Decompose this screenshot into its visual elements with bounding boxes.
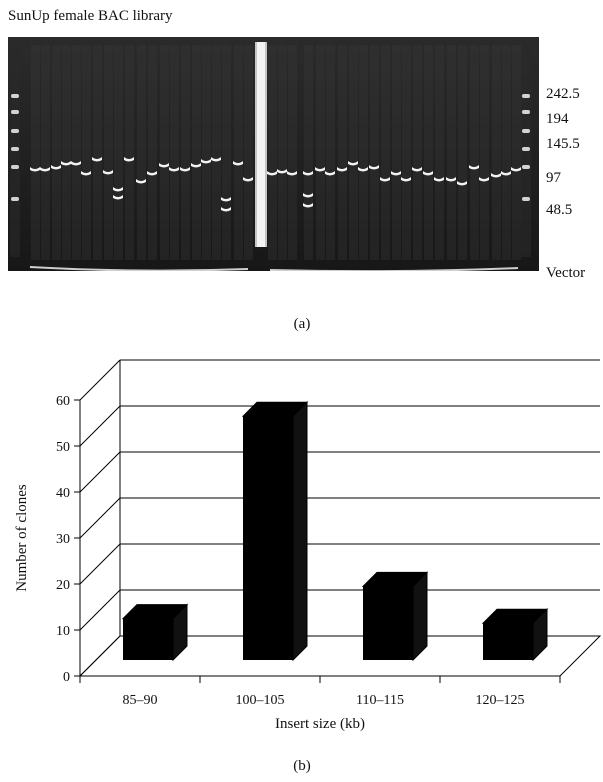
y-axis-title: Number of clones [14, 484, 30, 592]
ladder-band [11, 110, 19, 114]
dna-band [491, 173, 501, 178]
dna-band [423, 171, 433, 176]
bar-4 [481, 607, 549, 662]
dna-band [469, 165, 479, 170]
dna-band [92, 157, 102, 162]
dna-band [191, 163, 201, 168]
x-tick-label: 100–105 [236, 693, 285, 708]
dna-band [221, 207, 231, 212]
vector-band [29, 266, 249, 271]
bar-3 [361, 571, 429, 662]
ladder-band [11, 129, 19, 133]
dna-band [511, 167, 521, 172]
dna-band [61, 161, 71, 166]
y-tick-label: 10 [56, 624, 70, 639]
dna-band [337, 167, 347, 172]
size-label-145-5: 145.5 [546, 136, 580, 152]
y-tick-label: 40 [56, 486, 70, 501]
bar-chart: 0 10 20 30 40 50 60 85–90 100–105 110–115 120–125 I… [0, 358, 603, 758]
dna-band [287, 171, 297, 176]
dna-band [243, 177, 253, 182]
dna-band [315, 167, 325, 172]
y-tick-label: 60 [56, 394, 70, 409]
size-label-vector: Vector [546, 265, 586, 281]
ladder-band [11, 165, 19, 169]
dna-band [221, 197, 231, 202]
size-label-97: 97 [546, 170, 561, 186]
ladder-band [522, 197, 530, 201]
dna-band [369, 165, 379, 170]
size-label-194: 194 [546, 111, 569, 127]
bar-1 [121, 603, 189, 662]
dna-band [103, 170, 113, 175]
gel-title: SunUp female BAC library [8, 8, 173, 24]
ladder-band [522, 165, 530, 169]
dna-band [412, 167, 422, 172]
y-tick-label: 50 [56, 440, 70, 455]
panel-b-caption: (b) [293, 758, 311, 774]
dna-band [71, 161, 81, 166]
ladder-band [522, 110, 530, 114]
dna-band [30, 167, 40, 172]
ladder-band [11, 94, 19, 98]
dna-band [40, 167, 50, 172]
dna-band [401, 177, 411, 182]
dna-band [380, 177, 390, 182]
dna-band [303, 171, 313, 176]
dna-band [124, 157, 134, 162]
x-tick-label: 120–125 [476, 693, 525, 708]
dna-band [479, 177, 489, 182]
dna-band [348, 161, 358, 166]
dna-band [136, 179, 146, 184]
chart-floor [78, 635, 602, 677]
size-label-242-5: 242.5 [546, 86, 580, 102]
y-tick-label: 30 [56, 532, 70, 547]
grid-diagonal [79, 497, 121, 539]
dna-band [81, 171, 91, 176]
dna-band [277, 169, 287, 174]
bar-2 [241, 400, 309, 662]
dna-band [113, 187, 123, 192]
dna-band [358, 167, 368, 172]
dna-band [180, 167, 190, 172]
y-tick-label: 0 [63, 670, 70, 685]
dna-band [211, 157, 221, 162]
ladder-band [522, 147, 530, 151]
dna-band [391, 171, 401, 176]
vector-band [269, 267, 519, 271]
x-tick-label: 110–115 [356, 693, 404, 708]
dna-band [201, 159, 211, 164]
grid-diagonal [79, 589, 121, 631]
dna-band [169, 167, 179, 172]
x-tick-label: 85–90 [123, 693, 158, 708]
dna-band [159, 163, 169, 168]
dna-band [303, 193, 313, 198]
dna-band [51, 165, 61, 170]
gel-image [8, 37, 539, 271]
dna-band [501, 171, 511, 176]
ladder-band [522, 94, 530, 98]
x-axis-title: Insert size (kb) [275, 716, 365, 732]
grid-diagonal [79, 405, 121, 447]
panel-a-caption: (a) [293, 316, 311, 332]
dna-band [113, 195, 123, 200]
dna-band [147, 171, 157, 176]
dna-band [434, 177, 444, 182]
dna-band [446, 177, 456, 182]
ladder-band [11, 147, 19, 151]
ladder-band [11, 197, 19, 201]
dna-band [303, 203, 313, 208]
y-tick-label: 20 [56, 578, 70, 593]
ladder-band [522, 129, 530, 133]
dna-band [457, 181, 467, 186]
grid-diagonal [79, 543, 121, 585]
dna-band [233, 161, 243, 166]
size-label-48-5: 48.5 [546, 202, 573, 218]
dna-band [325, 171, 335, 176]
grid-diagonal [79, 359, 121, 401]
dna-band [267, 171, 277, 176]
grid-diagonal [79, 451, 121, 493]
